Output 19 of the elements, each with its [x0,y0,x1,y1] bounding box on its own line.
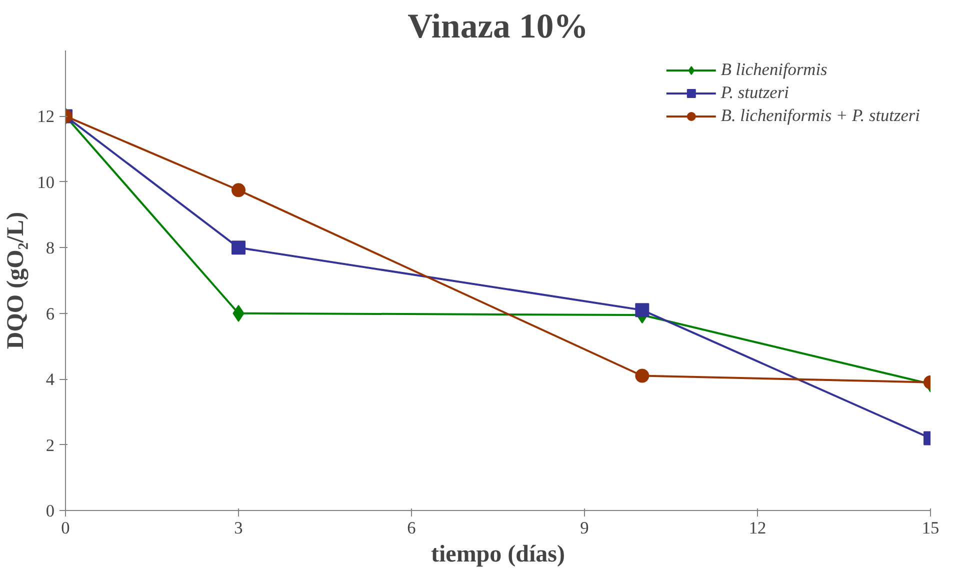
y-tick-label: 8 [46,238,55,258]
x-tick-label: 3 [234,518,243,538]
x-tick-label: 6 [407,518,416,538]
x-tick-label: 9 [580,518,589,538]
legend-label: B. licheniformis + P. stutzeri [720,106,920,126]
y-tick-label: 12 [37,107,54,126]
legend-label: B licheniformis [720,60,828,80]
y-tick-label: 10 [37,172,54,192]
x-tick-label: 0 [61,518,70,538]
x-tick-label: 15 [922,518,940,538]
y-tick-label: 0 [46,502,55,520]
y-axis-title: DQO (gO₂/L) [3,212,30,350]
legend-label: P. stutzeri [720,83,789,103]
y-tick-label: 2 [46,436,55,455]
x-tick-label: 12 [748,518,766,538]
x-axis-title: tiempo (días) [431,542,566,568]
y-tick-label: 6 [46,304,55,324]
chart-title: Vinaza 10% [408,8,588,46]
y-tick-label: 4 [46,370,55,390]
